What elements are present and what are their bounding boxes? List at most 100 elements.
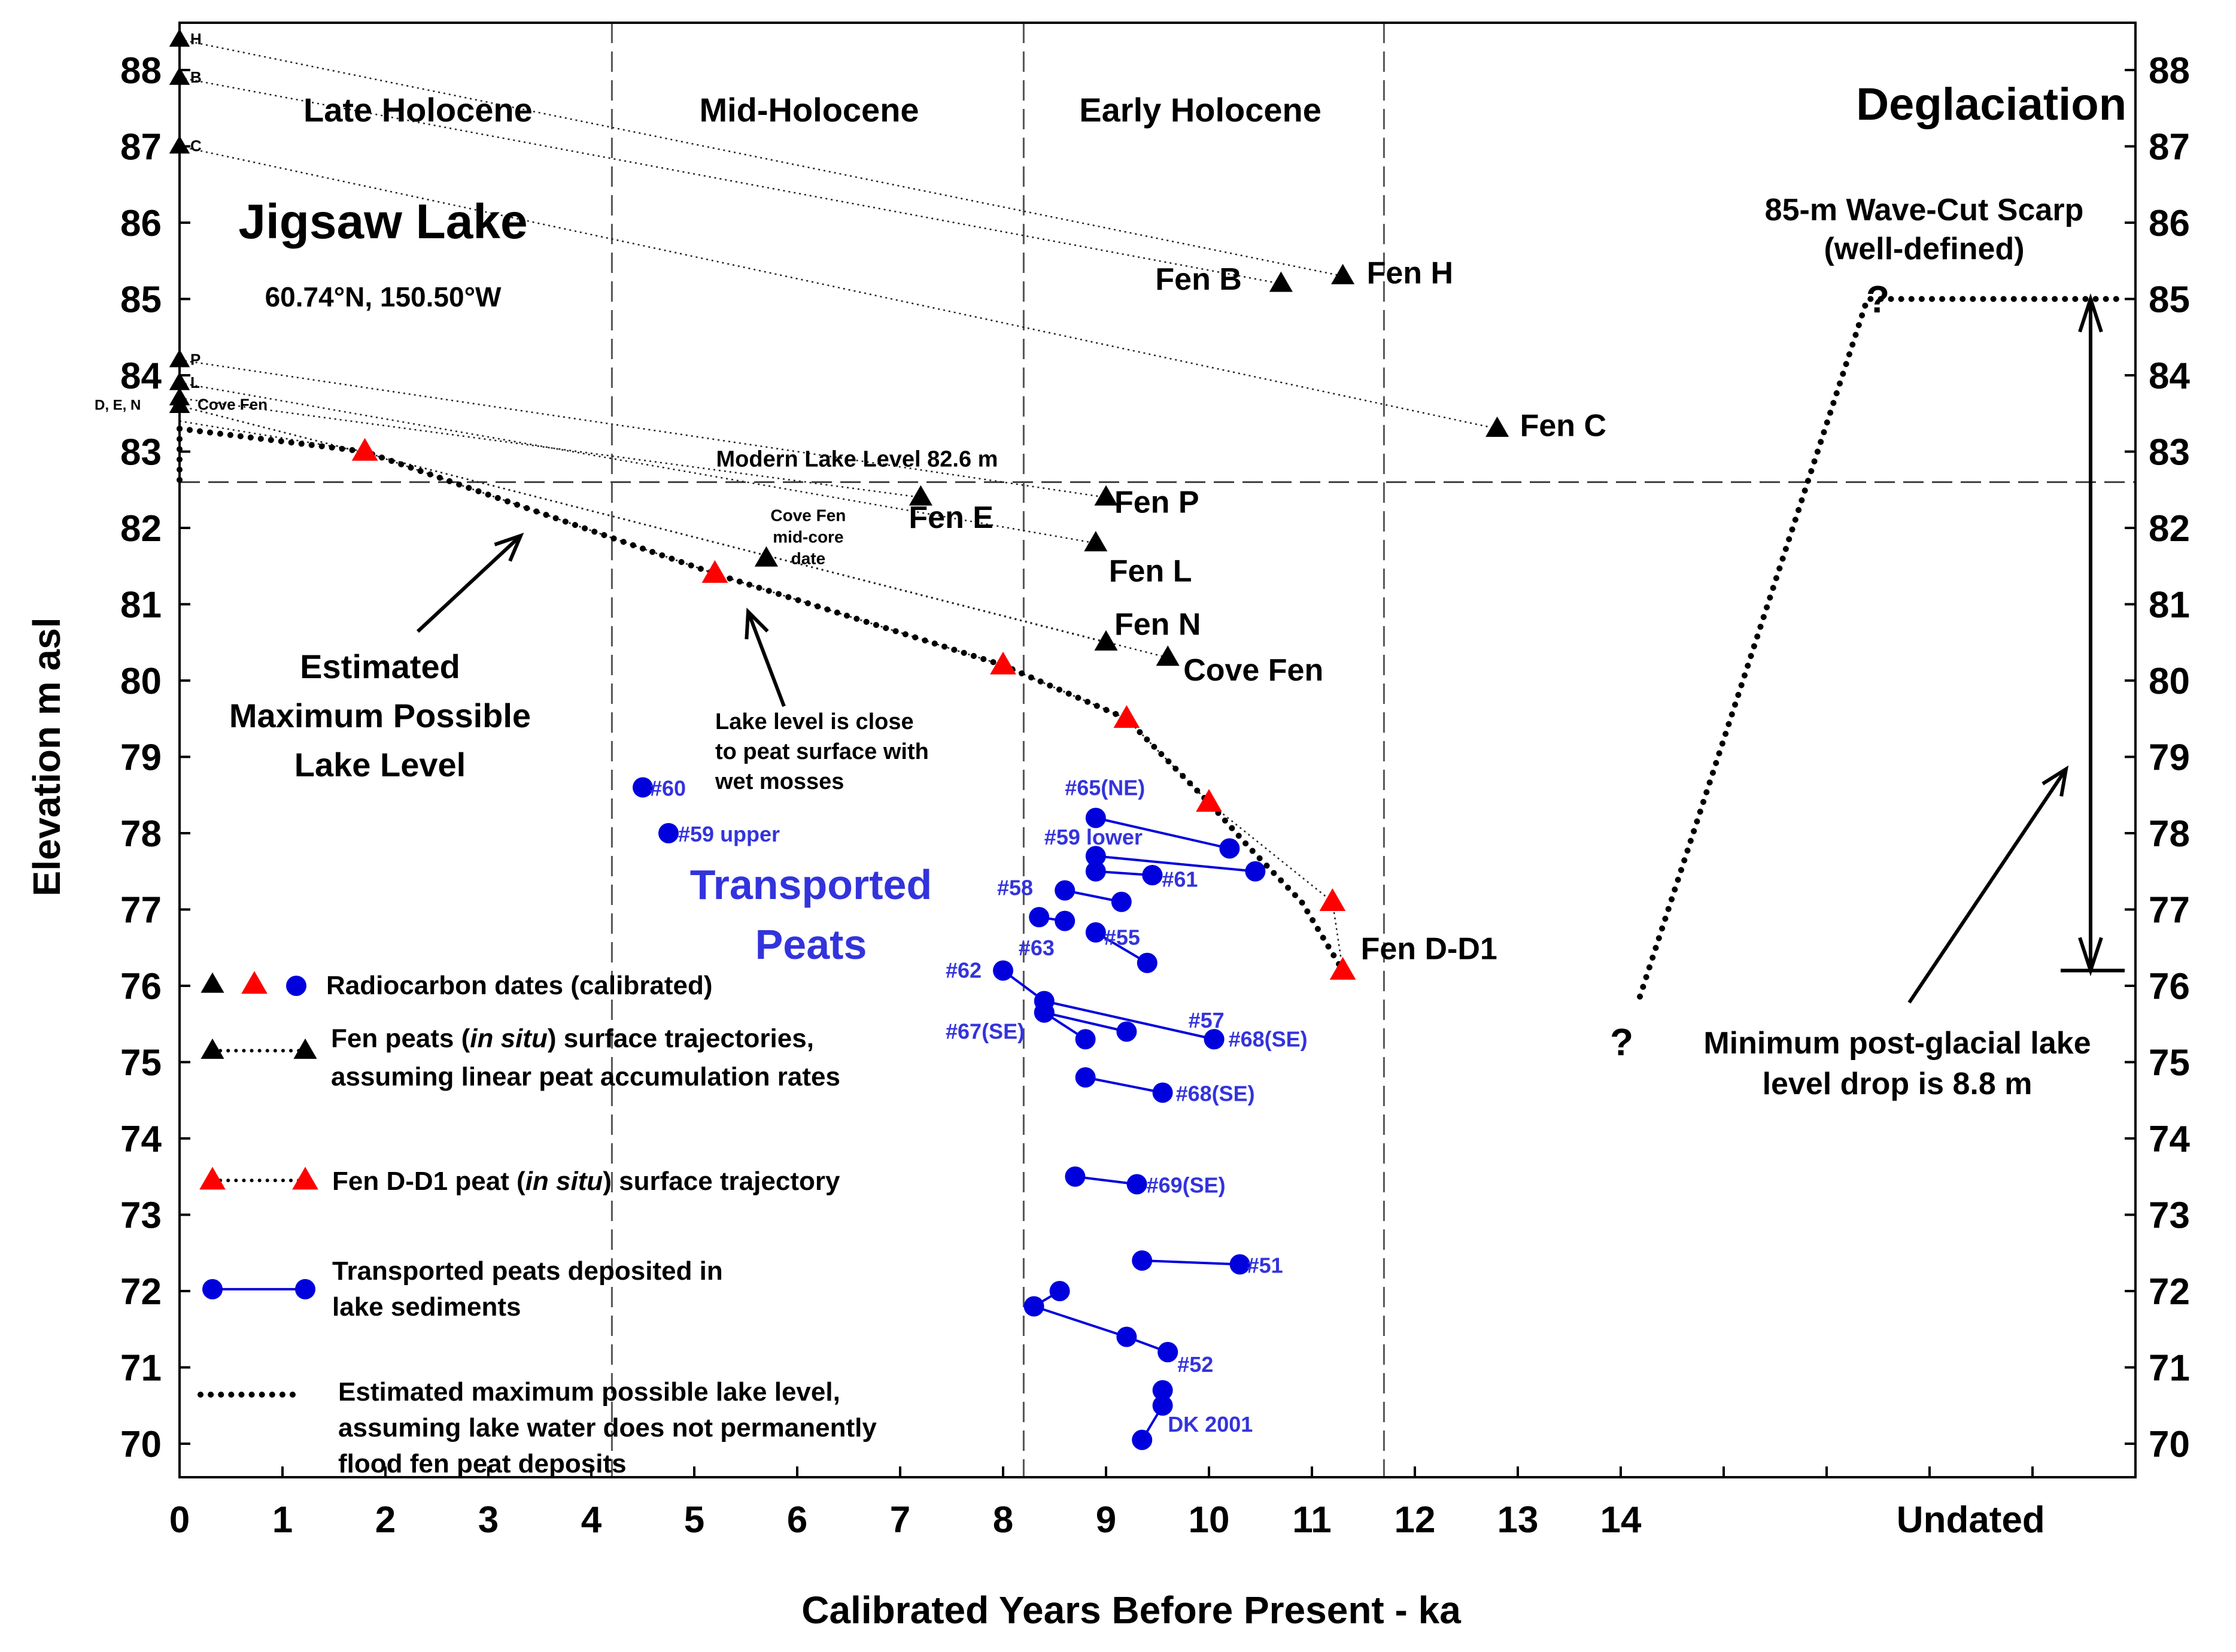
- fen-trajectory-line: [179, 405, 1168, 658]
- fen-label: Fen L: [1109, 554, 1192, 588]
- transported-peat-point: [1023, 1296, 1044, 1317]
- fen-label: Cove Fen: [1183, 653, 1323, 688]
- y-tick-label-right: 88: [2149, 50, 2190, 92]
- fen-start-label: L: [190, 373, 200, 391]
- y-tick-label-right: 80: [2149, 661, 2190, 702]
- fen-start-label: B: [190, 68, 202, 86]
- cove-fen-midcore-label: Cove Fen: [770, 506, 846, 525]
- y-tick-label-right: 79: [2149, 737, 2190, 779]
- fen-start-label: P: [190, 351, 200, 369]
- transported-peat-point: [1152, 1082, 1173, 1103]
- transported-peat-line: [1085, 1076, 1163, 1094]
- fen-end-triangle: [1094, 485, 1118, 506]
- x-tick-label: 2: [375, 1499, 396, 1541]
- close-to-surface-annotation: to peat surface with: [715, 739, 929, 764]
- transported-peat-line: [1031, 1290, 1168, 1353]
- legend-maxlevel-text: Estimated maximum possible lake level,: [338, 1377, 840, 1407]
- transported-peat-label: #62: [946, 958, 982, 983]
- transported-peat-point: [1085, 807, 1106, 828]
- fen-start-label-den: D, E, N: [95, 397, 141, 413]
- drop-range-arrow-head-top: [2078, 293, 2103, 333]
- y-tick-label-left: 75: [120, 1043, 162, 1084]
- legend-fen-triangle-right: [293, 1038, 317, 1059]
- y-tick-label-left: 77: [120, 890, 162, 931]
- chart-subtitle: 60.74°N, 150.50°W: [265, 281, 502, 312]
- transported-peat-label: #69(SE): [1147, 1173, 1226, 1198]
- x-tick-label: 1: [272, 1499, 293, 1541]
- y-tick-label-left: 79: [120, 737, 162, 779]
- transported-peat-point: [1142, 865, 1163, 886]
- y-tick-label-left: 80: [120, 661, 162, 702]
- x-tick-label: 12: [1395, 1499, 1436, 1541]
- fen-d-d1-triangle: [1196, 789, 1222, 812]
- fen-end-triangle: [1084, 531, 1108, 552]
- fen-label: Fen E: [909, 500, 994, 535]
- fen-d-d1-triangle: [701, 560, 728, 583]
- period-label: Mid-Holocene: [699, 91, 919, 129]
- fen-end-triangle: [1485, 416, 1509, 437]
- x-tick-label: 0: [169, 1499, 190, 1541]
- transported-peat-point: [1229, 1254, 1250, 1275]
- y-tick-label-right: 76: [2149, 966, 2190, 1007]
- y-tick-label-left: 71: [120, 1348, 162, 1389]
- x-tick-label: 9: [1096, 1499, 1116, 1541]
- close-to-surface-arrow: [746, 611, 786, 707]
- transported-peat-label: #51: [1247, 1253, 1283, 1277]
- deglaciation-path: [1637, 296, 2120, 1000]
- transported-peat-line: [1002, 969, 1215, 1041]
- lake-level-drop-arrow: [1907, 768, 2068, 1004]
- legend-transported-dot-right: [295, 1279, 315, 1299]
- transported-peat-point: [1085, 922, 1106, 943]
- legend-transported-text-line2: lake sediments: [332, 1292, 521, 1322]
- x-tick-label: 8: [993, 1499, 1013, 1541]
- y-tick-label-left: 74: [120, 1119, 162, 1160]
- fen-d-d1-triangle: [1113, 704, 1140, 728]
- y-tick-label-left: 70: [120, 1424, 162, 1465]
- y-tick-label-right: 81: [2149, 585, 2190, 626]
- cove-fen-midcore-label: mid-core: [773, 528, 843, 546]
- transported-peat-point: [1132, 1250, 1153, 1271]
- legend-d1-text-span: Fen D-D1 peat (: [332, 1167, 525, 1196]
- fen-start-label: H: [190, 30, 202, 48]
- transported-peats-annotation: Peats: [755, 921, 867, 968]
- wave-cut-scarp-annotation: (well-defined): [1824, 232, 2024, 266]
- y-tick-label-left: 87: [120, 127, 162, 168]
- lake-level-drop-annotation: Minimum post-glacial lake: [1703, 1026, 2091, 1061]
- legend-fen-text-span: in situ: [470, 1024, 548, 1053]
- legend-fen-triangle-left: [200, 1038, 224, 1059]
- transported-peat-point: [1245, 861, 1266, 882]
- transported-peat-label: #63: [1019, 936, 1055, 960]
- transported-peats-annotation: Transported: [690, 861, 932, 908]
- transported-peat-point: [1075, 1067, 1096, 1088]
- fen-trajectory-line: [179, 38, 1343, 277]
- fen-label: Fen C: [1520, 408, 1606, 443]
- legend-d1-triangle-right: [292, 1167, 318, 1190]
- y-tick-label-left: 81: [120, 585, 162, 626]
- legend-transported-dot-left: [202, 1279, 223, 1299]
- y-tick-label-left: 88: [120, 50, 162, 92]
- y-tick-label-left: 82: [120, 508, 162, 549]
- transported-peat-point: [1152, 1395, 1173, 1416]
- y-tick-label-left: 78: [120, 813, 162, 855]
- transported-peat-point: [993, 960, 1013, 981]
- transported-peat-line: [1044, 1011, 1127, 1033]
- transported-peat-line: [1095, 855, 1256, 873]
- legend-maxlevel-text: flood fen peat deposits: [338, 1449, 627, 1478]
- y-tick-label-right: 75: [2149, 1043, 2190, 1084]
- estimated-max-annotation: Lake Level: [294, 746, 466, 784]
- period-label: Early Holocene: [1079, 91, 1321, 129]
- estimated-max-annotation: Maximum Possible: [229, 697, 531, 734]
- fen-trajectory-line: [179, 77, 1281, 285]
- transported-peat-point: [1085, 846, 1106, 867]
- cove-fen-midcore-label: date: [791, 549, 826, 568]
- x-tick-label: 11: [1292, 1499, 1332, 1541]
- legend-red-triangle: [241, 971, 268, 994]
- transported-peat-point: [1132, 1429, 1153, 1450]
- y-tick-label-right: 85: [2149, 280, 2190, 321]
- y-tick-label-right: 77: [2149, 890, 2190, 931]
- transported-peat-point: [1034, 1002, 1055, 1023]
- x-tick-label: 3: [478, 1499, 499, 1541]
- transported-peat-point: [1137, 952, 1158, 973]
- estimated-max-annotation: Estimated: [300, 648, 460, 685]
